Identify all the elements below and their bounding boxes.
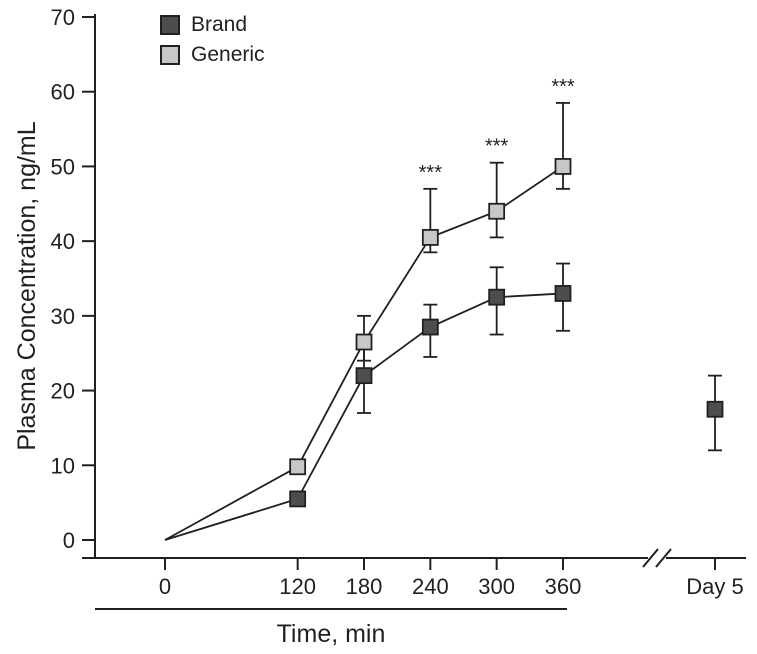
x-axis-label: Time, min	[276, 620, 386, 648]
brand-line	[164, 292, 564, 541]
y-axis-label: Plasma Concentration, ng/mL	[12, 121, 41, 451]
x-tick-label: 180	[346, 574, 383, 599]
brand-marker	[289, 490, 307, 508]
brand-swatch	[160, 15, 180, 35]
y-tick-label: 0	[63, 528, 75, 553]
generic-marker	[355, 333, 373, 351]
axis-break-mark	[642, 548, 659, 568]
significance-marker: ***	[485, 136, 509, 158]
x-tick-label: 120	[279, 574, 316, 599]
x-tick-label: 240	[412, 574, 449, 599]
significance-marker: ***	[551, 76, 575, 98]
x-tick-label: 0	[159, 574, 171, 599]
significance-marker: ***	[419, 162, 443, 184]
x-tick-label: 300	[478, 574, 515, 599]
legend: Brand Generic	[160, 13, 265, 67]
legend-label-brand: Brand	[191, 13, 248, 36]
y-tick-label: 60	[51, 80, 75, 105]
generic-swatch	[160, 45, 180, 65]
x-tick-label: 360	[545, 574, 582, 599]
y-tick-label: 40	[51, 229, 75, 254]
legend-item-brand: Brand	[160, 13, 265, 37]
y-tick-label: 20	[51, 379, 75, 404]
legend-label-generic: Generic	[191, 43, 265, 66]
brand-marker	[421, 318, 439, 336]
brand-marker	[554, 285, 572, 302]
y-tick-label: 70	[51, 5, 75, 30]
y-tick-label: 10	[51, 453, 75, 478]
brand-marker	[355, 367, 373, 385]
generic-marker	[488, 202, 506, 220]
generic-marker	[554, 158, 572, 175]
y-tick-label: 30	[51, 304, 75, 329]
brand-marker	[488, 288, 506, 306]
generic-marker	[421, 229, 439, 246]
axis-break-mark	[655, 548, 672, 568]
day5-marker	[706, 400, 724, 418]
legend-item-generic: Generic	[160, 43, 265, 67]
y-tick-label: 50	[51, 154, 75, 179]
generic-line	[164, 165, 564, 541]
generic-marker	[289, 458, 307, 476]
x-tick-label-day5: Day 5	[686, 574, 743, 599]
